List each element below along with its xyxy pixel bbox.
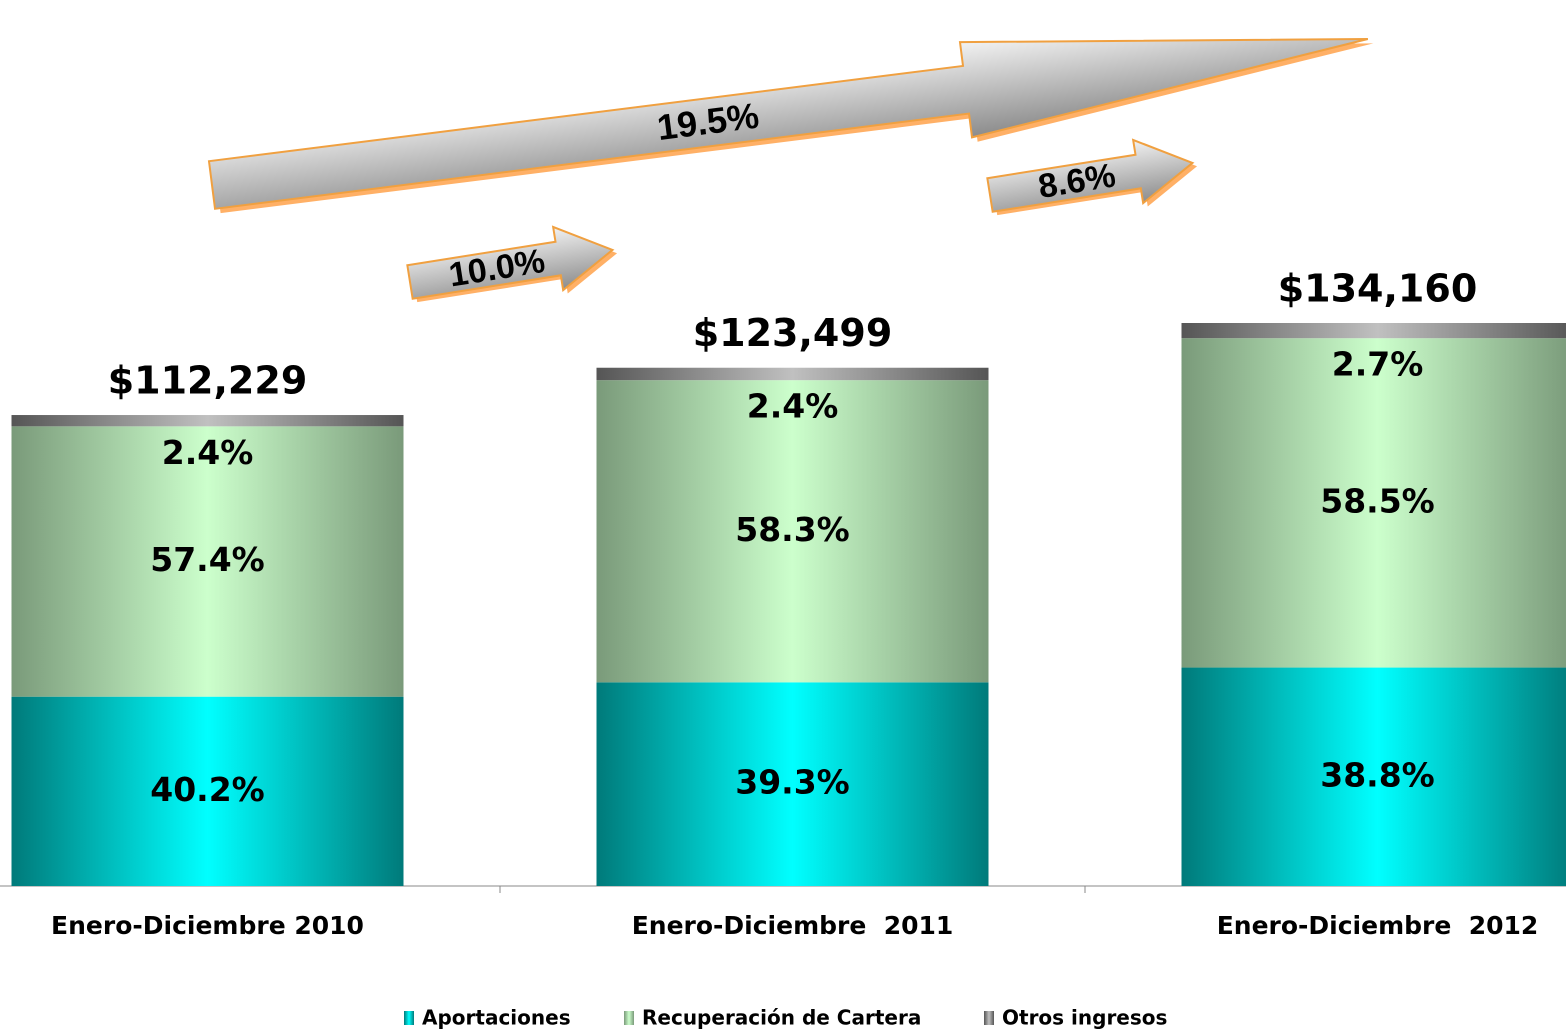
- growth-label: 8.6%: [1036, 156, 1118, 206]
- x-tick-label: Enero-Diciembre 2010: [51, 911, 364, 940]
- growth-arrow: 19.5%: [206, 0, 1379, 238]
- legend-swatch: [984, 1011, 994, 1025]
- bar-segment: [12, 415, 404, 426]
- data-label: 38.8%: [1320, 755, 1435, 794]
- growth-arrow: 8.6%: [985, 131, 1202, 231]
- data-label: 2.4%: [162, 433, 254, 472]
- x-tick-label: Enero-Diciembre 2011: [632, 911, 954, 940]
- legend-swatch: [404, 1011, 414, 1025]
- data-label: 58.3%: [735, 510, 850, 549]
- data-label: 57.4%: [150, 540, 265, 579]
- total-label: $112,229: [108, 359, 308, 403]
- total-label: $134,160: [1278, 267, 1478, 311]
- growth-arrow: 10.0%: [405, 218, 622, 318]
- data-label: 58.5%: [1320, 481, 1435, 520]
- bar-segment: [597, 368, 989, 380]
- legend-label: Recuperación de Cartera: [642, 1006, 921, 1030]
- data-label: 2.4%: [747, 387, 839, 426]
- total-label: $123,499: [693, 311, 893, 355]
- x-tick-label: Enero-Diciembre 2012: [1217, 911, 1539, 940]
- data-label: 39.3%: [735, 763, 850, 802]
- growth-label: 10.0%: [446, 242, 547, 295]
- legend-label: Otros ingresos: [1002, 1006, 1167, 1030]
- data-label: 2.7%: [1332, 345, 1424, 384]
- legend-swatch: [624, 1011, 634, 1025]
- legend-label: Aportaciones: [422, 1006, 571, 1030]
- bar-segment: [1182, 323, 1566, 338]
- data-label: 40.2%: [150, 770, 265, 809]
